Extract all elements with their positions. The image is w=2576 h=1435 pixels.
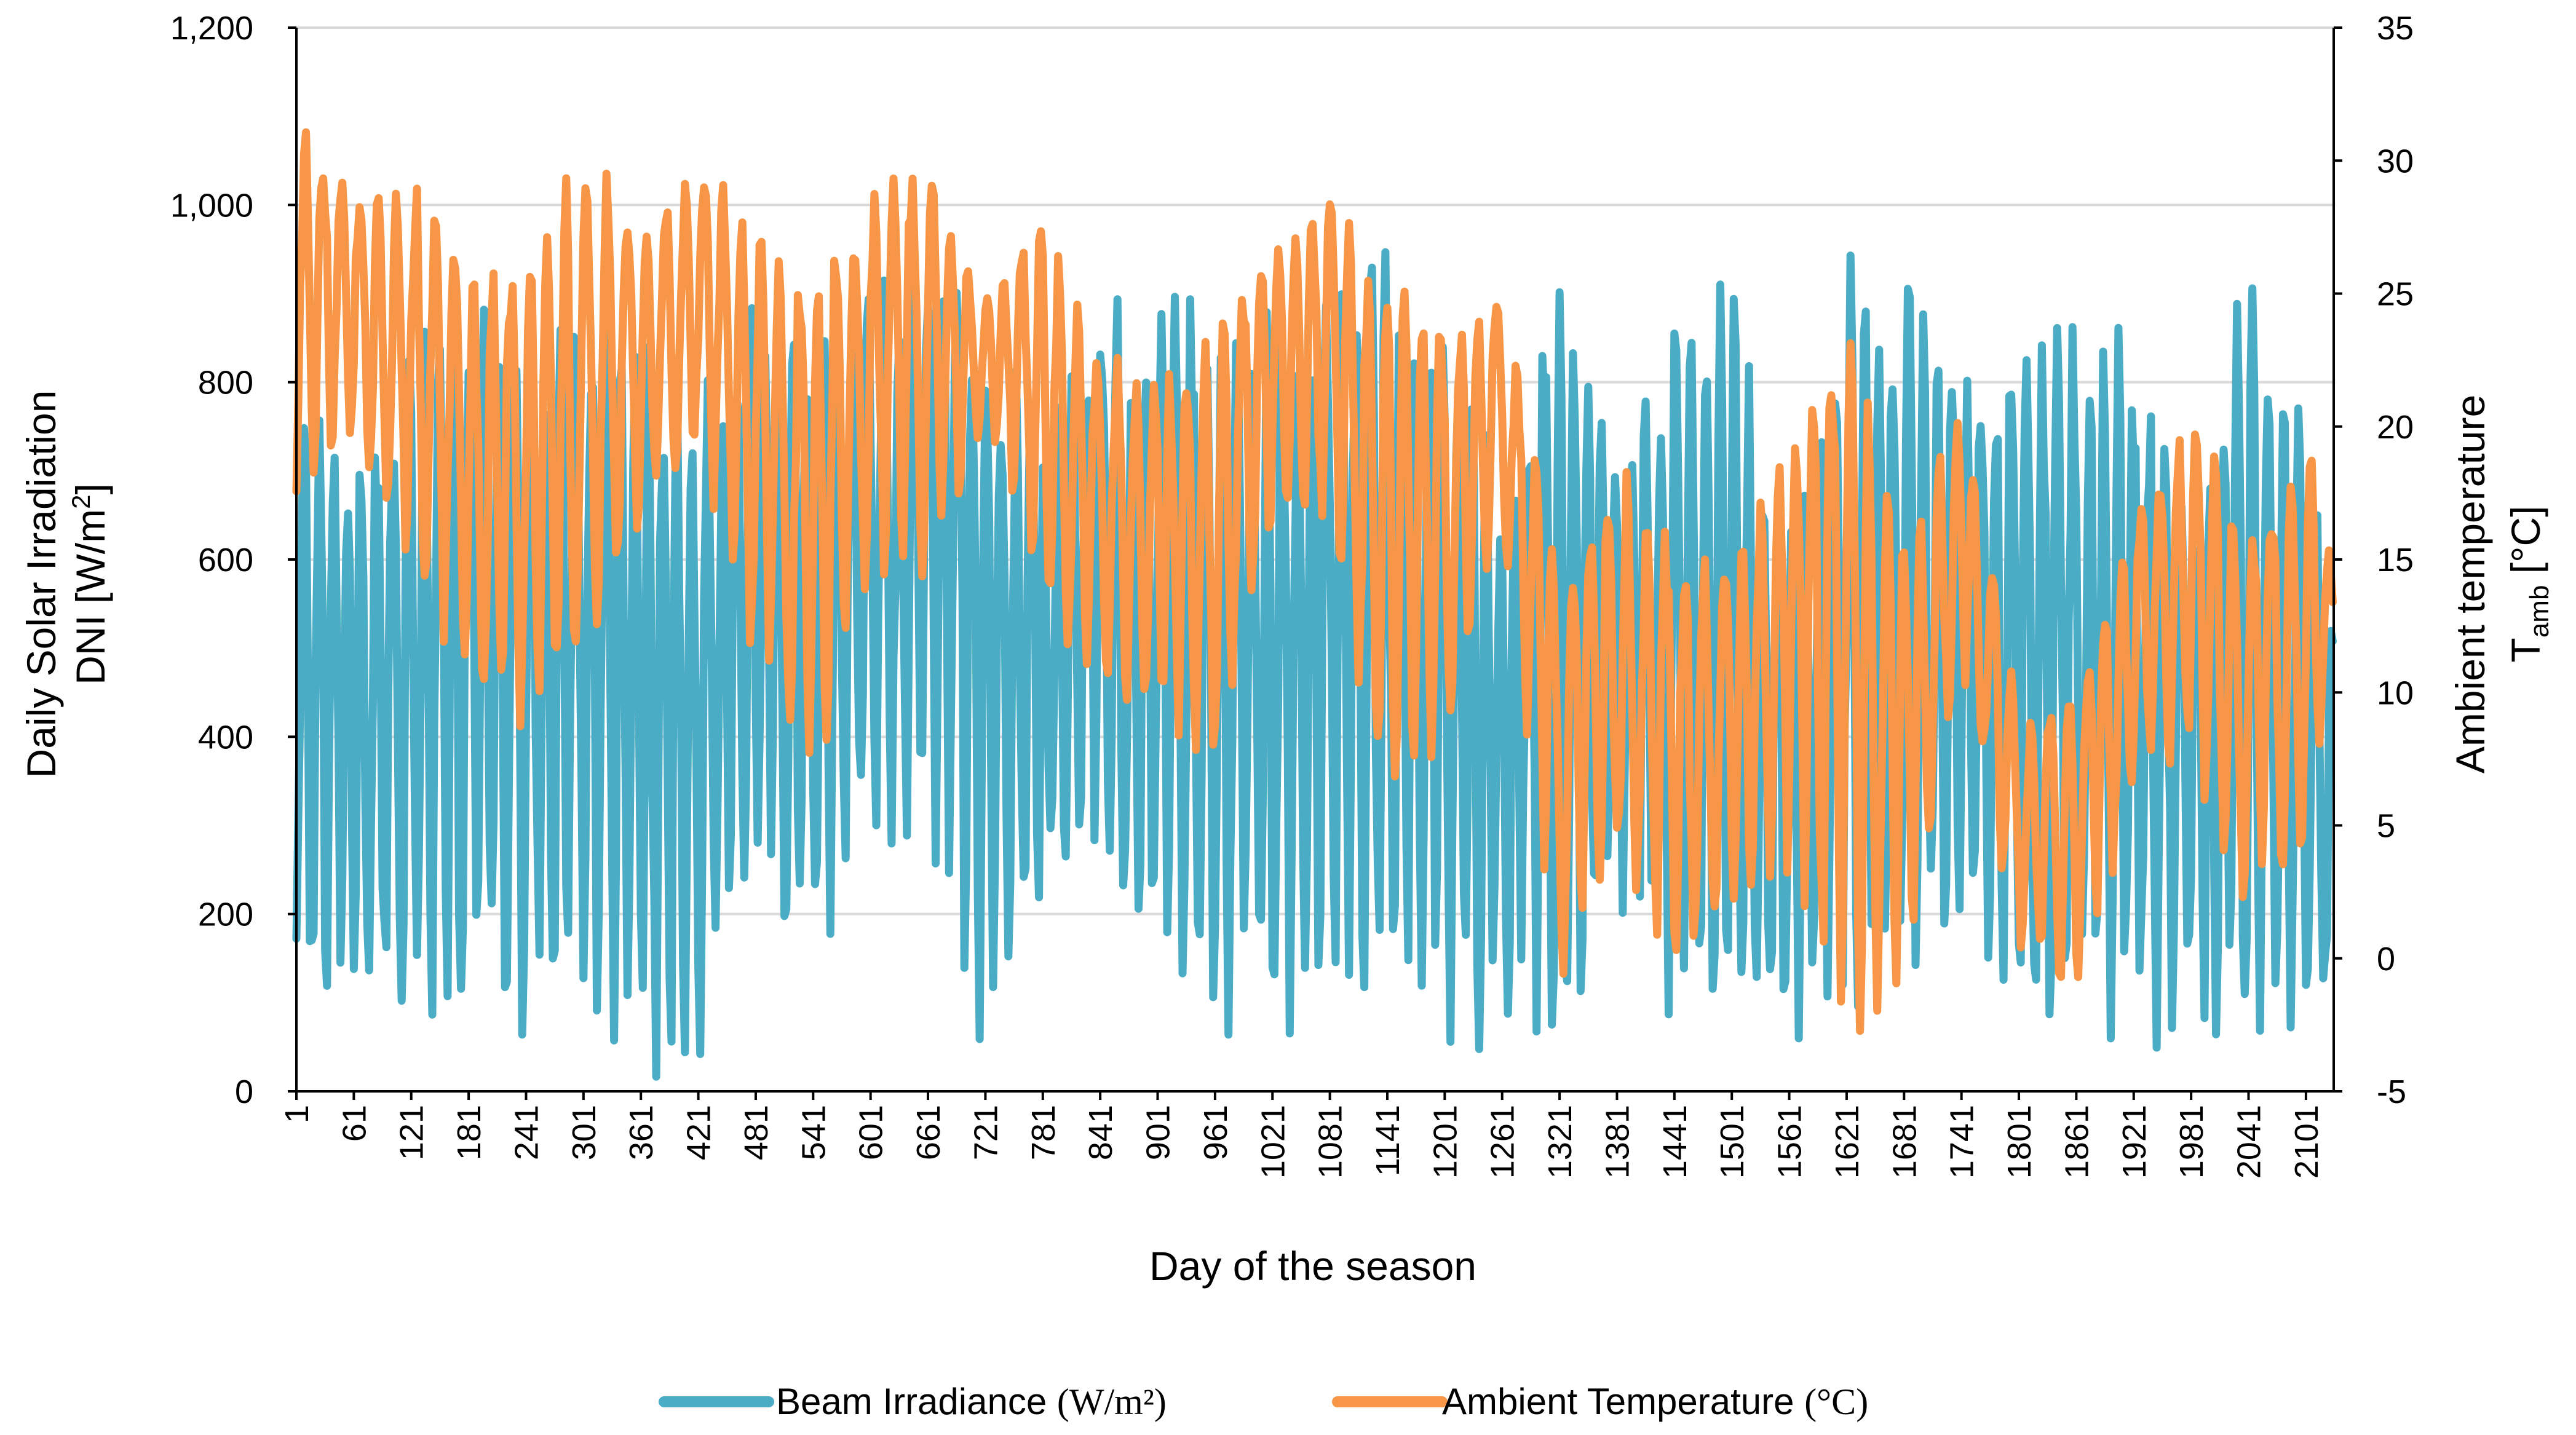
x-tick-label: 1861 <box>2058 1105 2095 1179</box>
x-tick-label: 2101 <box>2288 1105 2325 1179</box>
legend: Beam Irradiance (W/m²) Ambient Temperatu… <box>659 1381 1868 1422</box>
left-tick-label: 800 <box>198 365 253 401</box>
x-axis-title: Day of the season <box>1149 1243 1476 1289</box>
right-axis-title: Ambient temperature Tamb [°C] <box>2447 395 2554 773</box>
left-tick-label: 0 <box>235 1073 253 1110</box>
x-tick-label: 1261 <box>1484 1105 1521 1179</box>
x-tick-label: 1381 <box>1599 1105 1636 1179</box>
left-axis-title-line2: DNI [W/m2] <box>66 483 113 685</box>
legend-temp-label: Ambient Temperature (°C) <box>1442 1381 1868 1422</box>
left-tick-label: 600 <box>198 542 253 579</box>
left-tick-label: 1,000 <box>170 187 253 224</box>
x-tick-label: 361 <box>623 1105 660 1160</box>
ambient-temperature-series <box>292 128 2337 1035</box>
right-tick-label: 25 <box>2377 276 2414 313</box>
left-tick-labels: 0 200 400 600 800 1,000 1,200 <box>170 10 296 1110</box>
x-tick-label: 1801 <box>2001 1105 2038 1179</box>
x-tick-label: 1 <box>279 1105 315 1123</box>
x-tick-label: 601 <box>853 1105 890 1160</box>
right-tick-labels: -5 0 5 10 15 20 25 30 35 <box>2334 10 2414 1110</box>
x-tick-label: 2041 <box>2231 1105 2268 1179</box>
x-tick-label: 1681 <box>1886 1105 1923 1179</box>
x-tick-label: 1141 <box>1369 1105 1406 1176</box>
x-tick-label: 181 <box>451 1105 488 1160</box>
x-tick-label: 841 <box>1082 1105 1119 1160</box>
left-axis-title-line1: Daily Solar Irradiation <box>18 390 64 778</box>
x-tick-label: 661 <box>910 1105 947 1160</box>
x-tick-label: 721 <box>967 1105 1004 1160</box>
right-tick-label: 10 <box>2377 674 2414 711</box>
x-tick-label: 1081 <box>1312 1105 1349 1179</box>
right-tick-label: 30 <box>2377 143 2414 180</box>
x-tick-label: 1501 <box>1714 1105 1751 1179</box>
right-tick-label: 20 <box>2377 409 2414 446</box>
legend-beam-label: Beam Irradiance (W/m²) <box>776 1381 1167 1422</box>
x-tick-label: 1921 <box>2116 1105 2153 1179</box>
right-axis-title-line2: Tamb [°C] <box>2503 506 2554 663</box>
right-tick-label: 15 <box>2377 542 2414 579</box>
x-tick-label: 961 <box>1197 1105 1234 1160</box>
right-tick-label: 35 <box>2377 10 2414 47</box>
x-tick-label: 901 <box>1140 1105 1177 1160</box>
x-tick-label: 61 <box>336 1105 373 1142</box>
x-tick-label: 1981 <box>2173 1105 2210 1179</box>
x-tick-label: 481 <box>738 1105 775 1160</box>
x-tick-label: 541 <box>795 1105 832 1160</box>
x-tick-label: 421 <box>681 1105 718 1160</box>
x-tick-label: 1201 <box>1427 1105 1464 1179</box>
x-tick-label: 1741 <box>1944 1105 1981 1179</box>
left-tick-label: 1,200 <box>170 10 253 47</box>
x-tick-label: 241 <box>508 1105 545 1160</box>
x-tick-labels: 1 61 121 181 241 301 361 421 481 541 601 661 721 781 8… <box>279 1091 2325 1179</box>
x-tick-label: 1561 <box>1772 1105 1809 1179</box>
x-tick-label: 1621 <box>1829 1105 1866 1179</box>
right-tick-label: 5 <box>2377 808 2395 845</box>
right-tick-label: -5 <box>2377 1073 2406 1110</box>
x-tick-label: 1321 <box>1542 1105 1579 1179</box>
left-axis-title: Daily Solar Irradiation DNI [W/m2] <box>18 390 113 778</box>
right-tick-label: 0 <box>2377 941 2395 978</box>
x-tick-label: 121 <box>394 1105 430 1160</box>
x-tick-label: 301 <box>566 1105 603 1160</box>
x-tick-label: 781 <box>1025 1105 1062 1160</box>
left-tick-label: 400 <box>198 719 253 756</box>
x-tick-label: 1021 <box>1254 1105 1291 1179</box>
ambient-temperature-line <box>292 128 2337 1035</box>
x-tick-label: 1441 <box>1657 1105 1694 1179</box>
left-tick-label: 200 <box>198 896 253 933</box>
right-axis-title-line1: Ambient temperature <box>2447 395 2493 773</box>
